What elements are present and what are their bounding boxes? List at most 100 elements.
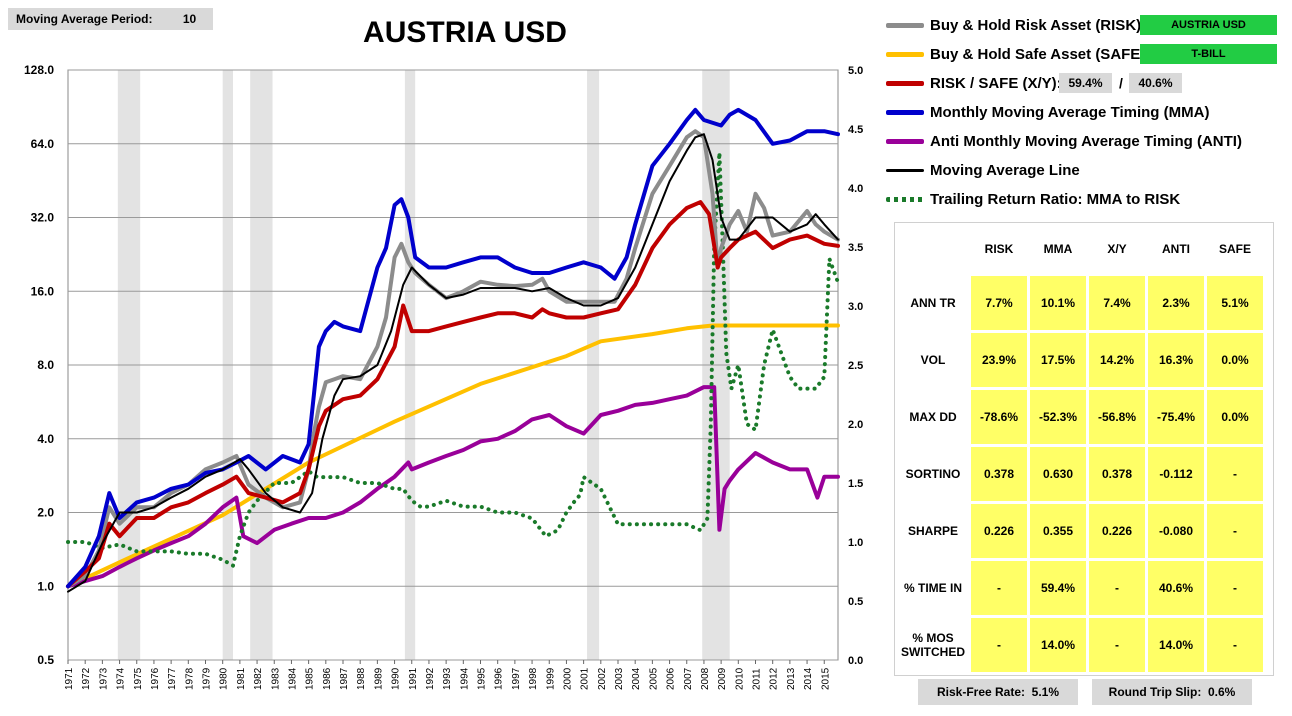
x-tick-label: 1990 bbox=[391, 667, 402, 690]
stats-corner bbox=[898, 225, 968, 273]
stats-cell: - bbox=[1089, 561, 1145, 615]
stats-cell: 14.0% bbox=[1030, 618, 1086, 672]
x-tick-label: 2011 bbox=[752, 668, 763, 690]
y-tick-label: 0.5 bbox=[37, 653, 54, 667]
moving-average-period-label: Moving Average Period: bbox=[8, 8, 166, 30]
round-trip-slip: Round Trip Slip: 0.6% bbox=[1092, 679, 1252, 705]
x-tick-label: 1986 bbox=[322, 667, 333, 690]
stats-cell: 0.355 bbox=[1030, 504, 1086, 558]
stats-cell: 59.4% bbox=[1030, 561, 1086, 615]
stats-cell: 10.1% bbox=[1030, 276, 1086, 330]
stats-row-label: % MOS SWITCHED bbox=[898, 618, 968, 672]
series-line-x-y bbox=[66, 200, 840, 589]
legend-anti-label: Anti Monthly Moving Average Timing (ANTI… bbox=[930, 132, 1242, 150]
stats-cell: 0.378 bbox=[1089, 447, 1145, 501]
safe-asset-badge: T-BILL bbox=[1140, 44, 1277, 64]
x-tick-label: 1981 bbox=[236, 667, 247, 690]
stats-cell: 0.0% bbox=[1207, 390, 1263, 444]
y-tick-label: 64.0 bbox=[31, 137, 55, 151]
y2-tick-label: 2.0 bbox=[848, 419, 863, 431]
stats-col-anti: ANTI bbox=[1148, 225, 1204, 273]
stats-cell: 0.630 bbox=[1030, 447, 1086, 501]
chart-title: AUSTRIA USD bbox=[363, 16, 567, 49]
legend-risk-swatch bbox=[886, 22, 924, 28]
stats-row: SHARPE 0.226 0.355 0.226 -0.080- bbox=[898, 504, 1263, 558]
stats-cell: -78.6% bbox=[971, 390, 1027, 444]
stats-row-label: % TIME IN bbox=[898, 561, 968, 615]
stats-row: ANN TR 7.7% 10.1% 7.4% 2.3% 5.1% bbox=[898, 276, 1263, 330]
y2-tick-label: 3.0 bbox=[848, 301, 863, 313]
legend-ma-line: Moving Average Line bbox=[886, 160, 1080, 180]
legend-mma-label: Monthly Moving Average Timing (MMA) bbox=[930, 103, 1210, 121]
stats-row-label: VOL bbox=[898, 333, 968, 387]
x-tick-label: 2006 bbox=[666, 667, 677, 690]
stats-header-row: RISK MMA X/Y ANTI SAFE bbox=[898, 225, 1263, 273]
stats-col-xy: X/Y bbox=[1089, 225, 1145, 273]
y2-tick-label: 2.5 bbox=[848, 360, 863, 372]
legend-risk-label: Buy & Hold Risk Asset (RISK): bbox=[930, 16, 1147, 34]
legend-mma-swatch bbox=[886, 109, 924, 115]
x-tick-label: 1999 bbox=[545, 667, 556, 690]
x-tick-label: 1984 bbox=[287, 667, 298, 690]
slip-value: 0.6% bbox=[1207, 685, 1236, 699]
legend-safe-label: Buy & Hold Safe Asset (SAFE): bbox=[930, 45, 1151, 63]
x-tick-label: 1983 bbox=[270, 667, 281, 690]
x-tick-label: 1992 bbox=[425, 667, 436, 690]
y2-tick-label: 1.5 bbox=[848, 478, 863, 490]
x-tick-label: 1989 bbox=[373, 667, 384, 690]
x-tick-label: 2008 bbox=[700, 667, 711, 690]
x-tick-label: 2012 bbox=[769, 667, 780, 690]
stats-cell: 7.4% bbox=[1089, 276, 1145, 330]
stats-cell: - bbox=[971, 561, 1027, 615]
y-tick-label: 2.0 bbox=[37, 506, 54, 520]
stats-row-label: ANN TR bbox=[898, 276, 968, 330]
legend-trailing-swatch bbox=[886, 196, 924, 202]
weight-separator: / bbox=[1119, 75, 1123, 91]
legend-xy: RISK / SAFE (X/Y): bbox=[886, 73, 1062, 93]
risk-free-value: 5.1% bbox=[1031, 685, 1060, 699]
series-line-anti bbox=[66, 385, 840, 589]
x-tick-label: 1988 bbox=[356, 667, 367, 690]
x-tick-label: 2004 bbox=[631, 667, 642, 690]
y2-tick-label: 3.5 bbox=[848, 242, 863, 254]
stats-cell: - bbox=[1207, 447, 1263, 501]
stats-cell: 0.226 bbox=[971, 504, 1027, 558]
x-tick-label: 2015 bbox=[820, 667, 831, 690]
stats-col-risk: RISK bbox=[971, 225, 1027, 273]
x-tick-label: 2009 bbox=[717, 667, 728, 690]
x-tick-label: 1987 bbox=[339, 667, 350, 690]
stats-cell: -75.4% bbox=[1148, 390, 1204, 444]
x-tick-label: 1998 bbox=[528, 667, 539, 690]
y2-tick-label: 0.5 bbox=[848, 596, 863, 608]
stats-row-label: SORTINO bbox=[898, 447, 968, 501]
x-tick-label: 1995 bbox=[477, 667, 488, 690]
y-tick-label: 128.0 bbox=[24, 63, 54, 77]
stats-body: ANN TR 7.7% 10.1% 7.4% 2.3% 5.1% VOL 23.9% 17.5%… bbox=[898, 276, 1263, 672]
x-tick-label: 1980 bbox=[219, 667, 230, 690]
x-tick-label: 1975 bbox=[133, 667, 144, 690]
stats-row: VOL 23.9% 17.5% 14.2% 16.3% 0.0% bbox=[898, 333, 1263, 387]
x-tick-label: 1978 bbox=[184, 667, 195, 690]
risk-free-rate: Risk-Free Rate: 5.1% bbox=[918, 679, 1078, 705]
stats-cell: 0.378 bbox=[971, 447, 1027, 501]
y-tick-label: 32.0 bbox=[31, 211, 55, 225]
x-tick-label: 2013 bbox=[786, 667, 797, 690]
stats-cell: - bbox=[1207, 618, 1263, 672]
stats-cell: 7.7% bbox=[971, 276, 1027, 330]
x-tick-label: 1976 bbox=[150, 667, 161, 690]
y2-tick-label: 1.0 bbox=[848, 537, 863, 549]
legend-ma-line-swatch bbox=[886, 168, 924, 172]
x-tick-label: 1996 bbox=[494, 667, 505, 690]
legend-trailing: Trailing Return Ratio: MMA to RISK bbox=[886, 189, 1180, 209]
legend-ma-line-label: Moving Average Line bbox=[930, 161, 1080, 179]
y2-tick-label: 4.0 bbox=[848, 183, 863, 195]
stats-row: % TIME IN -59.4% -40.6% - bbox=[898, 561, 1263, 615]
stats-cell: 16.3% bbox=[1148, 333, 1204, 387]
legend-trailing-label: Trailing Return Ratio: MMA to RISK bbox=[930, 190, 1181, 208]
legend-xy-label: RISK / SAFE (X/Y): bbox=[930, 74, 1062, 92]
x-tick-label: 2010 bbox=[734, 667, 745, 690]
x-tick-label: 1973 bbox=[98, 667, 109, 690]
stats-cell: 0.226 bbox=[1089, 504, 1145, 558]
x-tick-label: 1993 bbox=[442, 667, 453, 690]
stats-cell: - bbox=[1089, 618, 1145, 672]
